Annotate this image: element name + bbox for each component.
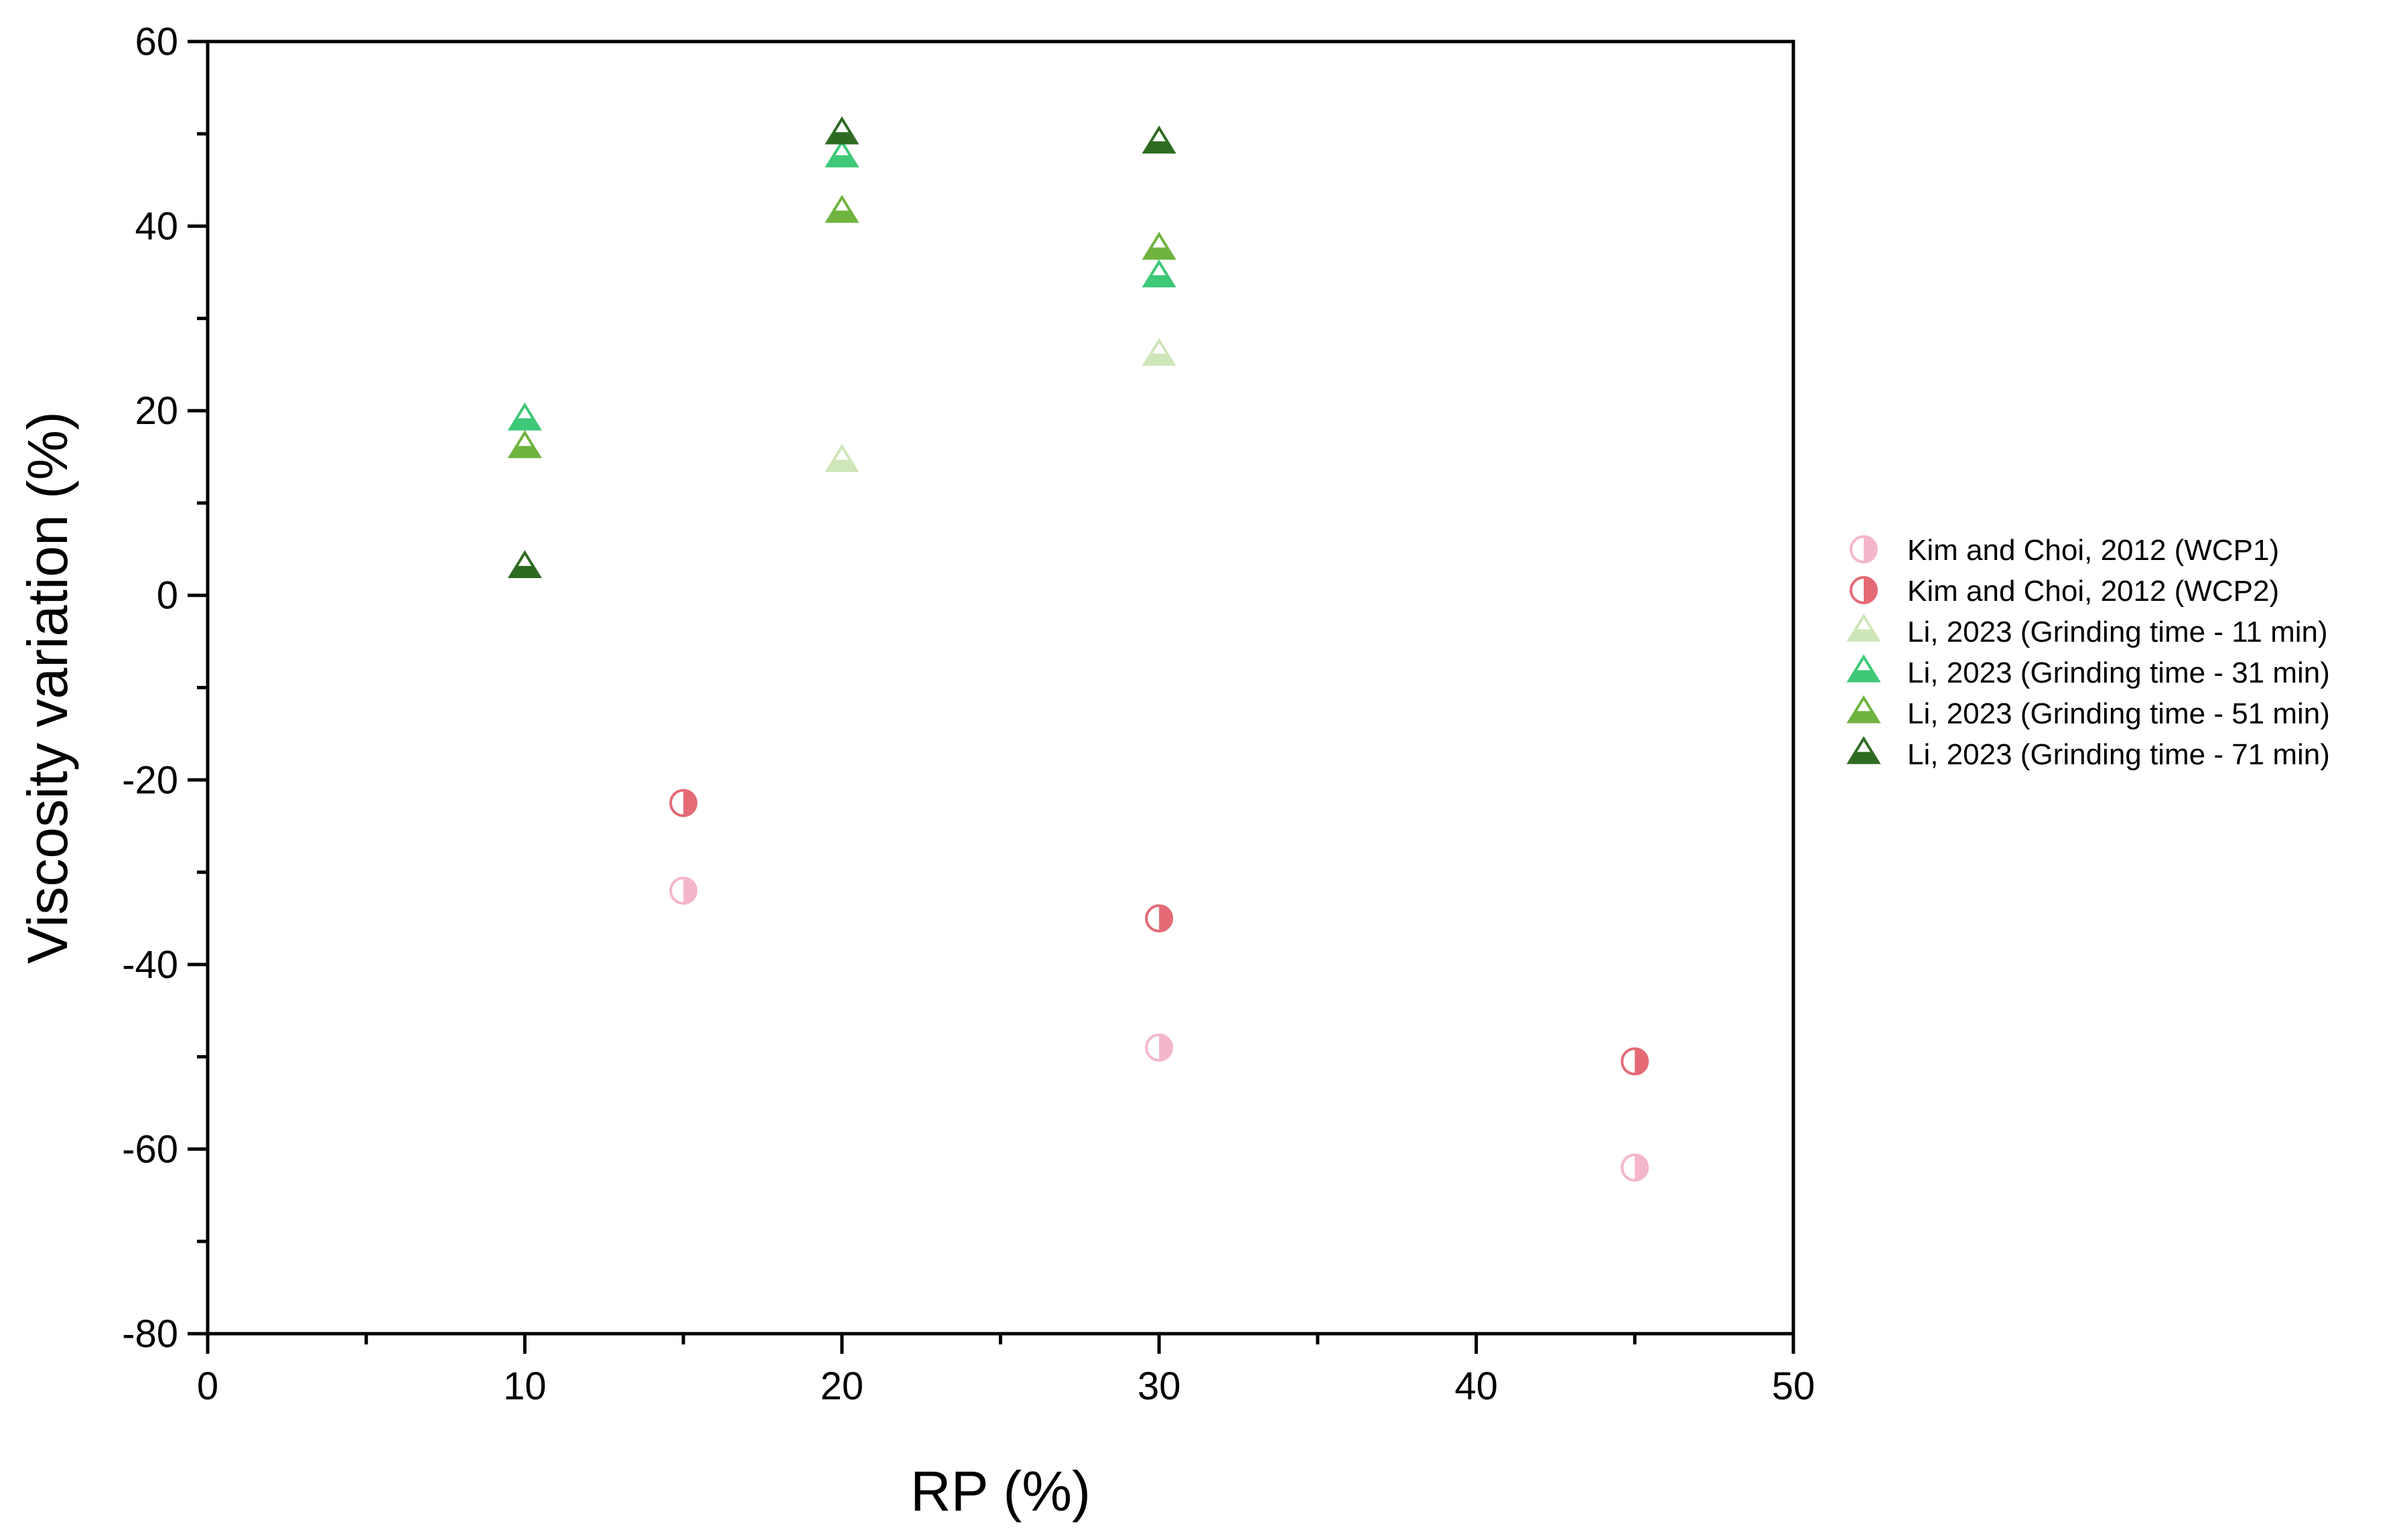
data-point — [507, 550, 542, 579]
x-axis-title: RP (%) — [910, 1460, 1091, 1523]
legend-label: Li, 2023 (Grinding time - 11 min) — [1907, 616, 2328, 648]
data-point — [669, 876, 698, 905]
legend-marker — [1850, 576, 1878, 604]
data-points — [507, 116, 1649, 1182]
y-tick-label: 0 — [157, 574, 178, 618]
data-point — [1145, 904, 1174, 932]
data-point — [1621, 1047, 1649, 1076]
data-point — [1621, 1153, 1649, 1182]
legend-label: Li, 2023 (Grinding time - 31 min) — [1907, 656, 2330, 689]
legend-label: Kim and Choi, 2012 (WCP1) — [1907, 534, 2279, 567]
x-axis-ticks: 0 10 20 30 40 50 — [197, 1334, 1815, 1408]
legend-marker — [1850, 535, 1878, 563]
x-tick-label: 0 — [197, 1364, 218, 1408]
x-tick-label: 10 — [503, 1364, 547, 1408]
legend-marker — [1846, 654, 1881, 683]
legend-label: Li, 2023 (Grinding time - 71 min) — [1907, 738, 2330, 771]
legend: Kim and Choi, 2012 (WCP1) Kim and Choi, 2… — [1846, 534, 2330, 771]
data-point — [1142, 338, 1176, 366]
y-tick-label: 40 — [135, 205, 178, 249]
data-point — [825, 116, 859, 145]
y-tick-label: -40 — [122, 943, 178, 987]
data-point — [507, 430, 542, 458]
y-tick-label: -60 — [122, 1127, 178, 1171]
data-point — [825, 194, 859, 223]
plot-frame — [206, 40, 1795, 1336]
data-point — [1142, 259, 1176, 288]
y-tick-label: 20 — [135, 389, 178, 433]
data-point — [1145, 1033, 1174, 1062]
legend-label: Li, 2023 (Grinding time - 51 min) — [1907, 697, 2330, 730]
data-point — [1142, 231, 1176, 260]
y-axis-ticks: 60 40 20 0 -20 -40 -60 -80 — [122, 20, 208, 1356]
data-point — [507, 402, 542, 431]
legend-marker — [1846, 695, 1881, 723]
data-point — [825, 139, 859, 167]
y-tick-label: -20 — [122, 758, 178, 802]
y-tick-label: -80 — [122, 1312, 178, 1356]
x-tick-label: 30 — [1138, 1364, 1181, 1408]
y-axis-title: Viscosity variation (%) — [16, 411, 79, 964]
y-tick-label: 60 — [135, 20, 178, 64]
x-tick-label: 20 — [821, 1364, 864, 1408]
legend-marker — [1846, 736, 1881, 764]
x-tick-label: 50 — [1772, 1364, 1815, 1408]
data-point — [669, 788, 698, 817]
x-tick-label: 40 — [1454, 1364, 1498, 1408]
legend-label: Kim and Choi, 2012 (WCP2) — [1907, 575, 2279, 608]
data-point — [825, 443, 859, 472]
data-point — [1142, 125, 1176, 154]
legend-marker — [1846, 613, 1881, 642]
